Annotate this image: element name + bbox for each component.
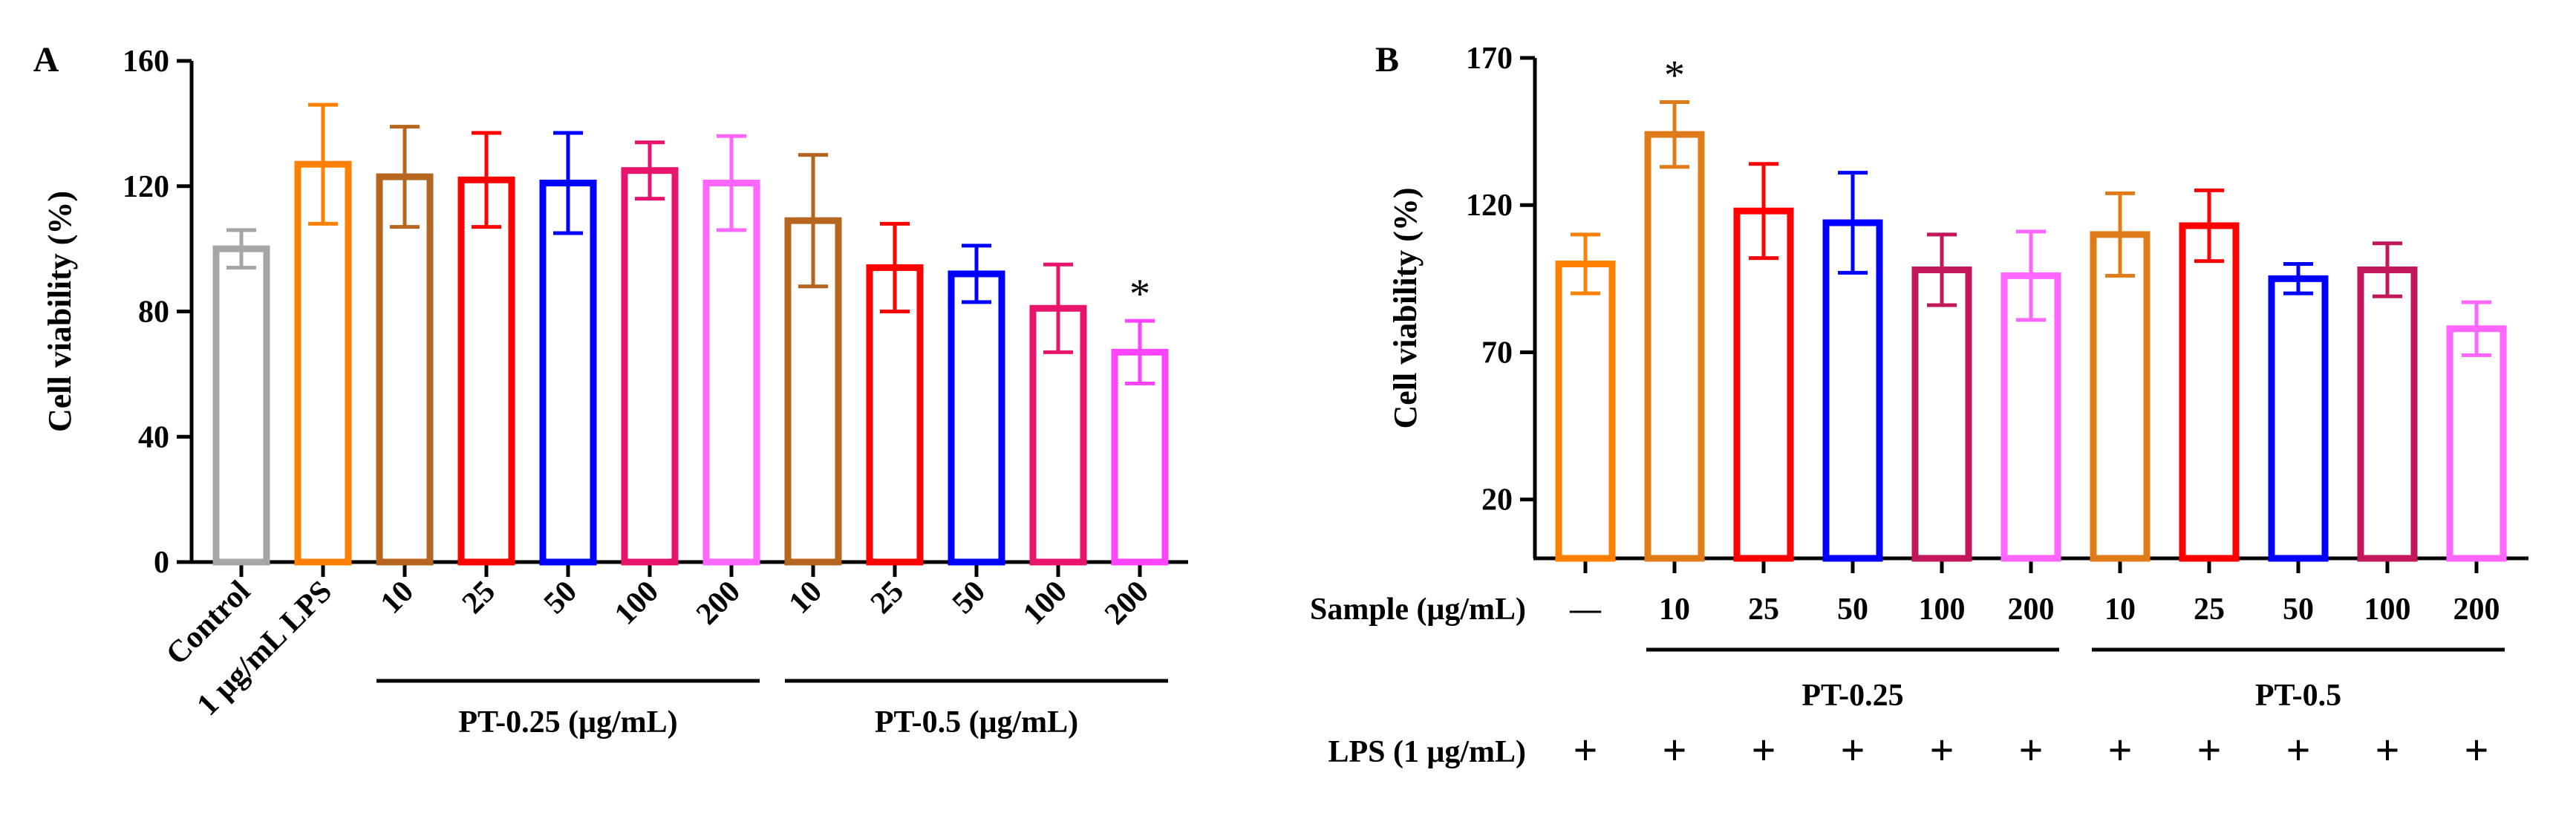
x-tick-label: 50 [946,575,992,621]
y-tick-label: 70 [1481,336,1513,370]
bar [2357,266,2418,562]
bar [1555,261,1616,562]
y-tick-label: 40 [138,420,169,454]
lps-mark: + [2375,726,2399,774]
x-tick-label: 200 [690,575,747,632]
y-tick-label: 20 [1481,483,1513,517]
y-tick-label: 0 [154,546,169,580]
bar [1911,266,1972,562]
sample-row-label: Sample (μg/mL) [1310,592,1526,627]
lps-mark: + [2107,726,2132,774]
lps-mark: + [1751,726,1776,774]
lps-mark: + [2018,726,2043,774]
x-tick-label: 10 [374,575,420,621]
bar [948,270,1005,566]
y-axis-title: Cell viability (%) [1387,187,1424,428]
x-tick-label: 200 [2453,592,2500,627]
significance-marker: * [1664,52,1685,98]
lps-mark: + [2464,726,2488,774]
x-tick-label: 10 [2104,592,2136,627]
y-axis-title: Cell viability (%) [42,191,78,432]
x-tick-label: 50 [538,575,584,621]
significance-marker: * [1129,271,1150,317]
group-label: PT-0.25 (μg/mL) [458,705,677,739]
y-tick-label: 80 [138,296,169,330]
y-tick-label: 120 [123,170,169,204]
x-tick-label: 100 [1017,575,1074,632]
x-tick-label: 10 [1659,592,1690,627]
x-tick-label: 100 [608,575,665,632]
bar [2268,275,2329,562]
panel-label: B [1375,40,1399,79]
bar [376,173,434,566]
panel-label: A [33,40,59,79]
bar [2446,325,2507,562]
bar [2090,231,2151,562]
y-tick-label: 170 [1466,42,1513,76]
bar [212,245,270,566]
group-label: PT-0.25 [1801,679,1903,713]
x-tick-label: 25 [1748,592,1779,627]
bar [1733,207,1794,562]
x-tick-label: 200 [1098,575,1155,632]
lps-mark: + [1929,726,1954,774]
bar [1644,131,1705,562]
y-tick-label: 160 [123,45,169,79]
group-label: PT-0.5 (μg/mL) [875,705,1078,739]
x-tick-label: — [1569,592,1602,627]
bar [2179,222,2240,562]
lps-mark: + [1840,726,1865,774]
x-tick-label: 100 [2364,592,2411,627]
x-tick-label: 200 [2008,592,2055,627]
lps-mark: + [2197,726,2221,774]
y-tick-label: 120 [1466,189,1513,223]
bar [539,180,597,566]
x-tick-label: 25 [456,575,502,621]
lps-mark: + [2286,726,2310,774]
x-tick-label: 25 [2194,592,2225,627]
lps-mark: + [1573,726,1597,774]
lps-row-label: LPS (1 μg/mL) [1328,735,1526,769]
x-tick-label: 50 [1837,592,1868,627]
x-tick-label: 100 [1919,592,1966,627]
lps-mark: + [1662,726,1686,774]
bar [702,180,760,566]
x-tick-label: 25 [864,575,910,621]
bar [621,167,679,566]
x-tick-label: 50 [2283,592,2314,627]
x-tick-label: 10 [783,575,829,621]
group-label: PT-0.5 [2255,679,2341,713]
panel-b: B Cell viability (%) 20 70 120 170 — + * 10 +25 +50… [1310,40,2528,774]
bar [457,176,515,566]
